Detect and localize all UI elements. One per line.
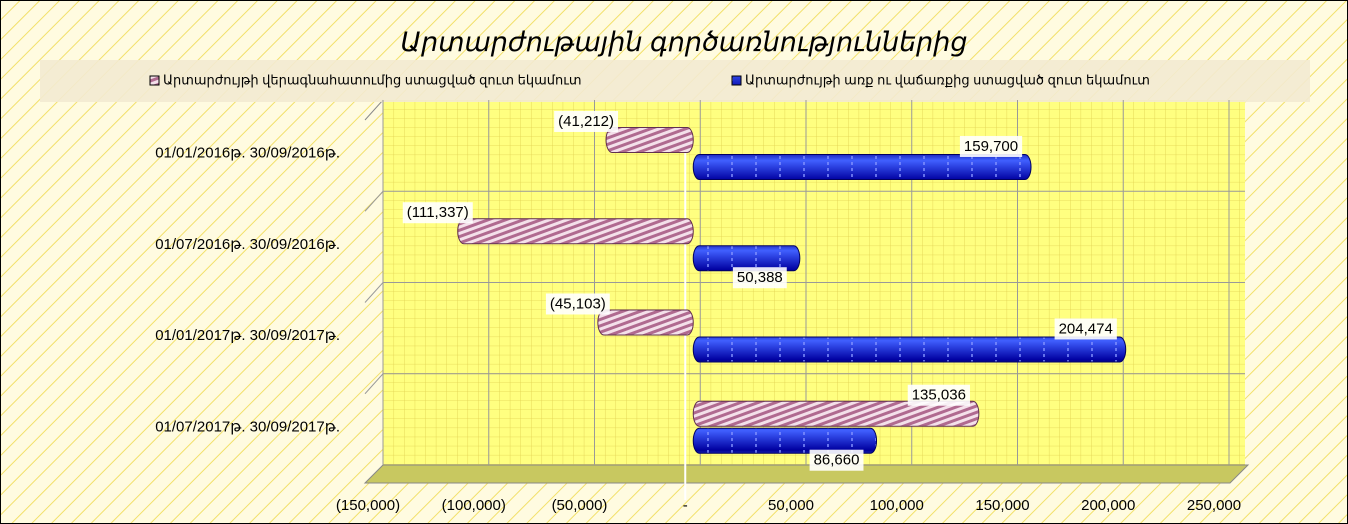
y-tick-label: 01/01/2017թ. 30/09/2017թ. — [155, 327, 340, 344]
data-label-box — [732, 267, 787, 289]
bar — [692, 245, 801, 272]
data-label: (45,103) — [550, 295, 606, 312]
bar — [457, 218, 694, 245]
data-label: 86,660 — [814, 452, 860, 469]
wall-edge — [364, 99, 384, 121]
y-tick-label: 01/07/2017թ. 30/09/2017թ. — [155, 418, 340, 435]
legend-label: Արտարժույթի վերագնահատումից ստացված զուտ… — [163, 72, 582, 87]
data-label: 159,700 — [964, 138, 1018, 155]
wall-edge — [364, 282, 384, 303]
legend-swatch — [731, 75, 742, 86]
data-label-box — [809, 449, 864, 471]
wall-edge — [364, 190, 384, 212]
bar — [605, 127, 694, 153]
bar — [692, 400, 980, 427]
x-tick-label: - — [683, 497, 688, 514]
data-label-box — [554, 110, 619, 132]
y-tick-label: 01/01/2016թ. 30/09/2016թ. — [155, 145, 340, 162]
data-label-box — [402, 202, 473, 224]
legend — [40, 60, 1310, 102]
data-label-box — [907, 384, 970, 406]
x-tick-label: 150,000 — [975, 497, 1029, 514]
x-tick-label: 200,000 — [1081, 497, 1135, 514]
data-label-box — [545, 293, 610, 315]
bar — [692, 154, 1032, 180]
x-tick-label: (50,000) — [552, 497, 608, 514]
x-tick-label: 50,000 — [768, 497, 814, 514]
chart-title: Արտարժութային գործառնություններից — [400, 27, 967, 57]
x-tick-label: 100,000 — [870, 497, 924, 514]
x-tick-label: (150,000) — [336, 497, 400, 514]
floor — [363, 464, 1250, 484]
data-label-box — [1054, 318, 1117, 340]
bar — [692, 336, 1127, 363]
data-label: (111,337) — [407, 204, 469, 221]
data-label: 50,388 — [737, 269, 783, 286]
wall-edge — [364, 373, 384, 395]
data-label: (41,212) — [558, 113, 614, 130]
legend-label: Արտարժույթի առք ու վաճառքից ստացված զուտ… — [745, 72, 1150, 87]
data-label: 204,474 — [1059, 320, 1113, 337]
bar — [597, 309, 694, 336]
y-tick-label: 01/07/2016թ. 30/09/2016թ. — [155, 236, 340, 253]
bar — [692, 427, 878, 454]
data-label-box — [959, 135, 1023, 157]
x-tick-label: 250,000 — [1187, 497, 1241, 514]
data-label: 135,036 — [912, 387, 966, 404]
legend-swatch — [149, 75, 160, 86]
x-tick-label: (100,000) — [442, 497, 506, 514]
